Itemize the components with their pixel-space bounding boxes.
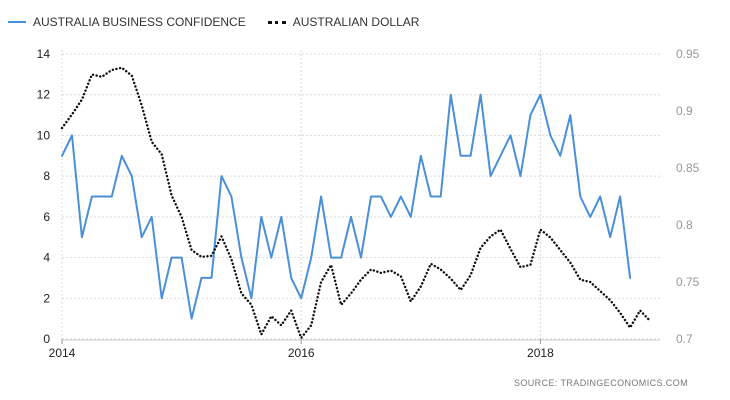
left-tick-label: 2: [43, 291, 50, 305]
left-tick-label: 6: [43, 210, 50, 224]
x-axis-ticks: 2014 2016 2018: [49, 339, 554, 360]
legend-label-australian-dollar: AUSTRALIAN DOLLAR: [292, 15, 420, 29]
left-axis-ticks: 0 2 4 6 8 10 12 14: [37, 47, 51, 346]
right-axis-ticks: 0.7 0.75 0.8 0.85 0.9 0.95: [676, 47, 700, 346]
source-credit: SOURCE: TRADINGECONOMICS.COM: [513, 378, 688, 388]
x-tick-label: 2018: [527, 346, 554, 360]
right-tick-label: 0.85: [676, 161, 700, 175]
legend-swatch-dotted-line: [267, 20, 286, 24]
right-tick-label: 0.75: [676, 275, 700, 289]
left-tick-label: 8: [43, 169, 50, 183]
business-confidence-line: [61, 93, 632, 320]
series-business-confidence: [61, 93, 632, 320]
right-tick-label: 0.8: [676, 218, 693, 232]
right-tick-label: 0.7: [676, 332, 693, 346]
legend-swatch-solid-line: [8, 21, 26, 23]
left-tick-label: 14: [37, 47, 51, 61]
legend-item-business-confidence[interactable]: AUSTRALIA BUSINESS CONFIDENCE: [8, 15, 246, 29]
left-tick-label: 4: [43, 251, 50, 265]
legend-label-business-confidence: AUSTRALIA BUSINESS CONFIDENCE: [33, 15, 246, 29]
left-tick-label: 10: [37, 128, 51, 142]
x-tick-label: 2014: [49, 346, 76, 360]
right-tick-label: 0.9: [676, 104, 693, 118]
right-tick-label: 0.95: [676, 47, 700, 61]
grid-lines: [61, 50, 660, 341]
australian-dollar-line: [60, 66, 652, 340]
series-australian-dollar: [60, 66, 652, 340]
legend: AUSTRALIA BUSINESS CONFIDENCE AUSTRALIAN…: [8, 12, 441, 32]
legend-item-australian-dollar[interactable]: AUSTRALIAN DOLLAR: [267, 15, 420, 29]
x-tick-label: 2016: [288, 346, 315, 360]
left-tick-label: 0: [43, 332, 50, 346]
left-tick-label: 12: [37, 88, 51, 102]
